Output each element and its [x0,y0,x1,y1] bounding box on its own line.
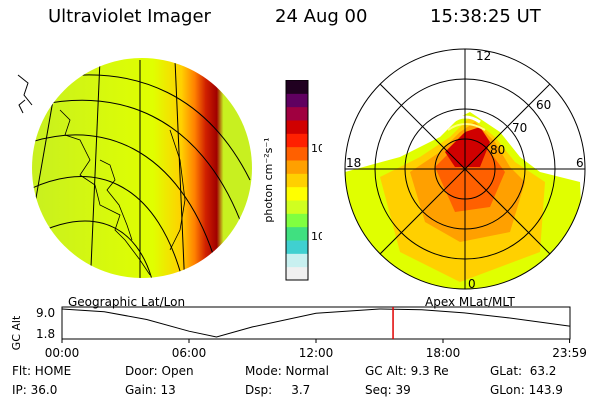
mlat-label-80: 80 [490,143,505,157]
colorbar-cell [286,120,308,134]
image-time: 15:38:25 UT [430,6,541,27]
info-ip: IP: 36.0 [12,383,58,397]
xtick-label-2359: 23:59 [552,346,587,360]
coastline-outline [59,109,186,276]
info-door: Door: Open [125,364,194,378]
mlt-label-12: 12 [476,49,491,63]
mlat-label-70: 70 [512,121,527,135]
info-mode: Mode: Normal [245,364,329,378]
colorbar-tick-100: 100 [311,142,322,155]
mlt-label-18: 18 [346,156,361,170]
colorbar-tick-10: 10 [311,230,322,243]
colorbar-cell [286,146,308,161]
offdisk-outline [17,74,33,114]
info-glat: GLat: 63.2 [490,364,557,378]
altitude-series-line [61,308,570,338]
polar-axis-diag-2 [379,83,551,255]
colorbar-label: photon cm⁻²s⁻¹ [262,137,275,222]
geographic-disk [32,58,252,278]
colorbar-cell [286,266,308,281]
colorbar-cell [286,200,308,214]
colorbar: photon cm⁻²s⁻¹ 100 10 [262,80,322,281]
orbit-altitude-chart: GC Alt 9.0 1.8 00:00 06:00 12:00 18:00 2… [10,306,587,360]
chart-frame [61,306,571,340]
info-gain: Gain: 13 [125,383,176,397]
colorbar-cell [286,253,308,268]
xtick-label-1200: 12:00 [299,346,334,360]
geographic-image [17,58,252,278]
mlat-label-60: 60 [536,98,551,112]
chart-ylabel: GC Alt [10,315,23,350]
image-title: Ultraviolet Imager [48,6,211,27]
colorbar-cell [286,133,308,148]
info-dsp: Dsp: 3.7 [245,383,311,397]
left-panel-label: Geographic Lat/Lon [68,295,186,309]
image-date: 24 Aug 00 [275,6,368,27]
colorbar-cell [286,93,308,108]
colorbar-cell [286,213,308,228]
info-seq: Seq: 39 [365,383,411,397]
xtick-label-1800: 18:00 [426,346,461,360]
colorbar-cell [286,160,308,174]
mlt-label-6: 6 [576,156,584,170]
colorbar-cell [286,186,308,201]
colorbar-cell [286,106,308,121]
colorbar-frame [285,80,309,281]
colorbar-cell [286,226,308,241]
xtick-label-0000: 00:00 [45,346,80,360]
info-gc-alt: GC Alt: 9.3 Re [365,364,449,378]
colorbar-cell [286,240,308,254]
ytick-top: 9.0 [36,306,55,320]
colorbar-cell [286,80,308,94]
polar-image: 12 18 6 0 60 70 80 [344,48,586,291]
info-flight: Flt: HOME [12,364,72,378]
right-panel-label: Apex MLat/MLT [425,295,515,309]
ytick-bottom: 1.8 [36,327,55,341]
xtick-label-0600: 06:00 [172,346,207,360]
mlt-label-0: 0 [468,277,476,291]
info-glon: GLon: 143.9 [490,383,563,397]
colorbar-cell [286,173,308,188]
